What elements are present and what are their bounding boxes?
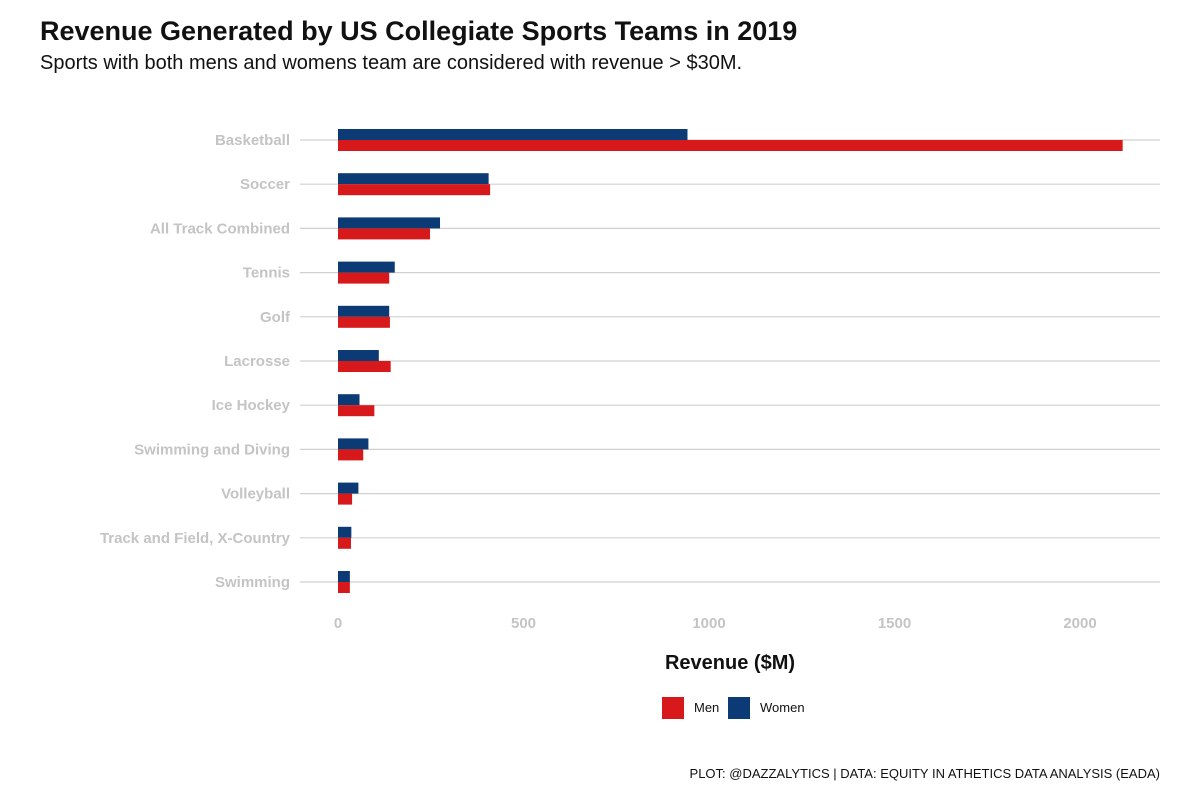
legend-swatch-men: [662, 697, 684, 719]
legend-label-women: Women: [760, 700, 805, 715]
bar-women-volleyball: [338, 482, 359, 494]
category-label: Track and Field, X-Country: [100, 530, 291, 547]
bar-women-lacrosse: [338, 350, 379, 361]
bar-women-swimming: [338, 571, 350, 582]
bar-women-ice-hockey: [338, 394, 360, 406]
bar-men-ice-hockey: [338, 405, 375, 417]
bar-men-basketball: [338, 140, 1123, 151]
x-tick-label: 2000: [1063, 615, 1096, 632]
bar-women-track-and-field-x-country: [338, 526, 352, 538]
x-axis-label: Revenue ($M): [665, 652, 795, 674]
bar-men-track-and-field-x-country: [338, 537, 351, 549]
x-tick-label: 1500: [878, 615, 911, 632]
x-tick-label: 1000: [692, 615, 725, 632]
bar-women-tennis: [338, 261, 395, 273]
category-label: All Track Combined: [150, 220, 290, 237]
x-tick-label: 0: [334, 615, 342, 632]
bar-women-golf: [338, 305, 390, 317]
bar-men-swimming: [338, 582, 350, 593]
category-label: Golf: [260, 309, 291, 326]
bar-women-all-track-combined: [338, 217, 441, 229]
bar-women-soccer: [338, 173, 489, 185]
bar-men-golf: [338, 316, 390, 328]
category-label: Lacrosse: [224, 353, 290, 370]
bar-men-lacrosse: [338, 361, 391, 372]
bar-women-swimming-and-diving: [338, 438, 369, 450]
bar-women-basketball: [338, 129, 688, 140]
bar-men-all-track-combined: [338, 228, 431, 240]
chart-subtitle: Sports with both mens and womens team ar…: [40, 52, 743, 74]
category-label: Basketball: [215, 132, 290, 149]
bar-men-tennis: [338, 272, 390, 284]
category-label: Ice Hockey: [212, 397, 291, 414]
chart-title: Revenue Generated by US Collegiate Sport…: [40, 16, 798, 46]
bar-men-swimming-and-diving: [338, 449, 364, 461]
bar-men-soccer: [338, 184, 491, 196]
category-label: Tennis: [243, 265, 290, 282]
x-tick-label: 500: [511, 615, 536, 632]
category-label: Volleyball: [221, 486, 290, 503]
category-label: Swimming and Diving: [134, 441, 290, 458]
legend-label-men: Men: [694, 700, 719, 715]
bar-men-volleyball: [338, 493, 353, 505]
category-label: Swimming: [215, 574, 290, 591]
source-caption: PLOT: @DAZZALYTICS | DATA: EQUITY IN ATH…: [689, 766, 1160, 781]
legend-swatch-women: [728, 697, 750, 719]
category-label: Soccer: [240, 176, 290, 193]
